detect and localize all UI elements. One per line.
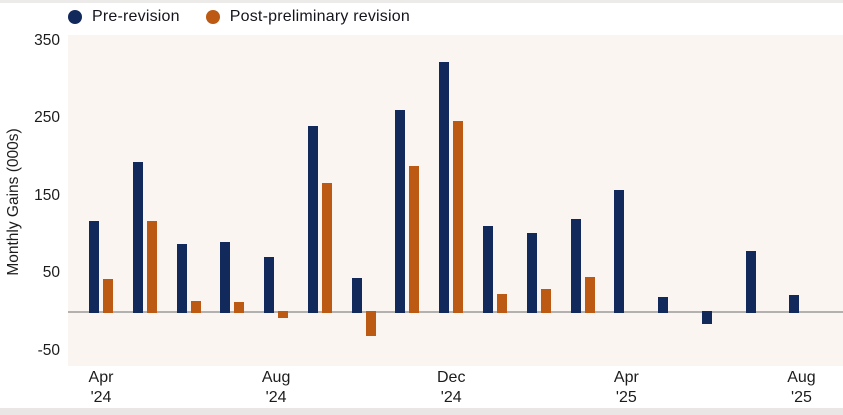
bar-pre-apr24 [89, 220, 99, 313]
bar-pre-aug24 [264, 256, 275, 313]
legend-item-post-preliminary-revision: Post-preliminary revision [205, 8, 410, 26]
legend-dot-post-preliminary-revision-icon [205, 10, 220, 24]
bar-post-sep24 [321, 183, 332, 313]
bar-pre-sep24 [307, 126, 318, 313]
bar-post-oct24 [365, 311, 376, 336]
bar-post-dec24 [453, 120, 464, 313]
legend-dot-pre-revision-icon [68, 10, 82, 24]
y-tick-250: 250 [34, 109, 60, 127]
bar-post-mar25 [584, 277, 595, 313]
bar-post-may24 [146, 220, 157, 313]
bar-pre-jun25 [701, 311, 712, 325]
y-tick-150: 150 [34, 186, 60, 204]
bar-pre-aug25 [789, 294, 800, 313]
bottom-edge-strip [0, 408, 843, 415]
bar-pre-jun24 [176, 243, 187, 313]
legend: Pre-revision Post-preliminary revision [68, 6, 410, 28]
x-label-aug-25: Aug '25 [787, 369, 816, 406]
legend-item-pre-revision: Pre-revision [68, 8, 180, 26]
bar-post-jun24 [190, 301, 201, 313]
legend-label-post-preliminary-revision: Post-preliminary revision [229, 8, 410, 25]
bar-post-aug24 [278, 311, 289, 318]
bar-pre-feb25 [526, 232, 537, 313]
bar-pre-jan25 [483, 225, 494, 313]
x-label-apr-24: Apr '24 [88, 369, 114, 406]
bar-pre-dec24 [439, 61, 450, 313]
bar-pre-oct24 [351, 277, 362, 313]
bar-post-jan25 [497, 294, 508, 313]
legend-label-pre-revision: Pre-revision [92, 8, 180, 25]
bar-post-nov24 [409, 166, 420, 313]
bar-pre-jul25 [745, 250, 756, 313]
bar-pre-mar25 [570, 219, 581, 313]
x-label-aug-24: Aug '24 [261, 369, 291, 406]
bar-post-feb25 [540, 288, 551, 313]
y-tick--50: -50 [37, 341, 60, 359]
bar-pre-nov24 [395, 109, 406, 313]
y-tick-350: 350 [34, 31, 60, 49]
bar-pre-may24 [132, 162, 143, 313]
top-edge-strip [0, 0, 843, 3]
bar-pre-may25 [658, 297, 669, 313]
bar-pre-jul24 [220, 242, 231, 313]
bar-post-apr24 [103, 278, 113, 313]
bar-pre-apr25 [614, 189, 625, 313]
y-tick-50: 50 [42, 264, 60, 282]
x-label-apr-25: Apr '25 [613, 369, 639, 406]
bar-post-jul24 [234, 301, 245, 313]
x-label-dec-24: Dec '24 [437, 369, 466, 406]
